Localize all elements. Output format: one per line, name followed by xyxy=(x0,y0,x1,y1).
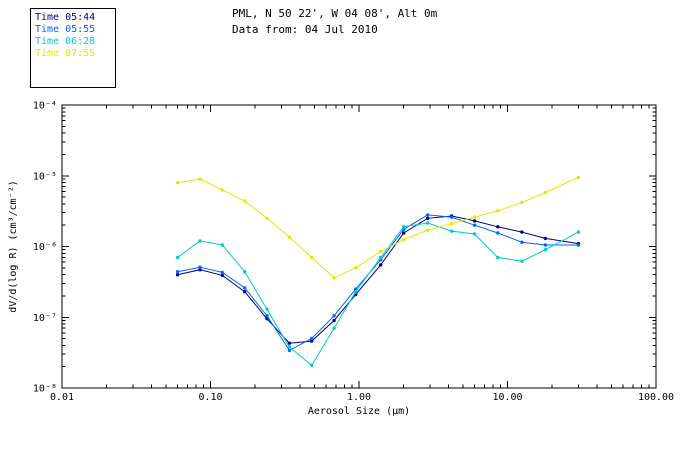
series-marker xyxy=(520,259,524,263)
x-tick-label: 0.10 xyxy=(198,392,222,403)
series-marker xyxy=(496,231,500,235)
series-marker xyxy=(496,255,500,260)
series-marker xyxy=(426,221,430,225)
series-marker xyxy=(332,318,336,323)
series-marker xyxy=(472,232,477,236)
x-axis-label: Aerosol Size (μm) xyxy=(308,406,410,417)
series-marker xyxy=(220,270,224,275)
series-line-time-07-55 xyxy=(177,176,579,279)
y-tick-label: 10⁻⁵ xyxy=(33,171,57,182)
series-marker xyxy=(220,273,224,278)
legend-entry: Time 05:44 xyxy=(35,12,96,23)
series-marker xyxy=(354,290,358,294)
series-line-time-05-55 xyxy=(177,214,579,352)
series-marker xyxy=(287,345,292,349)
series-marker xyxy=(265,314,269,318)
legend-box: Time 05:44 Time 05:55 Time 06:28 Time 07:55 xyxy=(30,8,116,88)
series-marker xyxy=(310,339,314,343)
series-marker xyxy=(243,270,247,274)
series-marker xyxy=(310,255,314,260)
series-marker xyxy=(543,236,548,241)
series-marker xyxy=(449,215,454,219)
series-marker xyxy=(175,273,180,277)
series-marker xyxy=(496,225,500,229)
legend-entry: Time 07:55 xyxy=(35,48,96,59)
series-marker xyxy=(220,188,224,192)
series-marker xyxy=(354,266,358,270)
series-marker xyxy=(220,243,224,247)
series-line-time-06-28 xyxy=(177,222,579,366)
header-location: PML, N 50 22', W 04 08', Alt 0m xyxy=(232,7,438,20)
series-marker xyxy=(265,216,269,220)
series-marker xyxy=(175,180,180,185)
series-marker xyxy=(265,307,269,311)
y-tick-label: 10⁻⁸ xyxy=(33,384,57,395)
series-marker xyxy=(402,225,406,229)
series-marker xyxy=(332,276,336,280)
series-marker xyxy=(243,290,247,294)
series-marker xyxy=(520,240,524,244)
x-tick-label: 0.01 xyxy=(50,392,74,403)
series-marker xyxy=(543,243,548,247)
series-marker xyxy=(198,239,202,243)
y-axis-label: dV/d(log R) (cm³/cm⁻²) xyxy=(8,180,19,312)
series-marker xyxy=(576,230,581,234)
series-marker xyxy=(496,209,500,213)
series-marker xyxy=(576,243,581,247)
series-marker xyxy=(472,215,477,219)
plot-header: PML, N 50 22', W 04 08', Alt 0m Data fro… xyxy=(232,6,437,38)
y-tick-label: 10⁻⁴ xyxy=(33,101,57,112)
series-marker xyxy=(175,270,180,274)
series-marker xyxy=(287,341,292,345)
series-marker xyxy=(426,216,430,220)
series-marker xyxy=(449,229,454,233)
x-tick-label: 100.00 xyxy=(638,392,674,403)
series-marker xyxy=(332,314,336,318)
series-marker xyxy=(472,223,477,227)
series-marker xyxy=(379,249,383,254)
series-marker xyxy=(543,248,548,252)
series-marker xyxy=(310,363,314,367)
series-marker xyxy=(402,237,406,242)
series-marker xyxy=(449,222,454,226)
series-marker xyxy=(520,230,524,234)
series-marker xyxy=(287,348,292,353)
series-line-time-05-44 xyxy=(177,215,579,344)
series-marker xyxy=(379,263,383,267)
series-marker xyxy=(426,228,430,232)
legend-entry: Time 05:55 xyxy=(35,24,96,35)
series-marker xyxy=(175,255,180,260)
series-marker xyxy=(472,219,477,223)
series-marker xyxy=(243,199,247,203)
series-marker xyxy=(310,336,314,341)
series-marker xyxy=(402,231,406,235)
plot-frame xyxy=(61,104,657,389)
legend-entry: Time 06:28 xyxy=(35,36,96,47)
y-tick-label: 10⁻⁷ xyxy=(33,313,57,324)
series-marker xyxy=(379,255,383,260)
header-date: Data from: 04 Jul 2010 xyxy=(232,23,378,36)
series-marker xyxy=(287,235,292,239)
series-marker xyxy=(520,200,524,205)
series-marker xyxy=(198,265,202,269)
series-marker xyxy=(426,213,430,217)
x-tick-label: 10.00 xyxy=(492,392,522,403)
series-marker xyxy=(332,326,336,330)
series-marker xyxy=(543,190,548,195)
series-marker xyxy=(243,286,247,290)
y-tick-label: 10⁻⁶ xyxy=(33,242,57,253)
series-marker xyxy=(576,175,581,179)
series-marker xyxy=(198,268,202,272)
x-tick-label: 1.00 xyxy=(347,392,371,403)
series-marker xyxy=(198,177,202,181)
